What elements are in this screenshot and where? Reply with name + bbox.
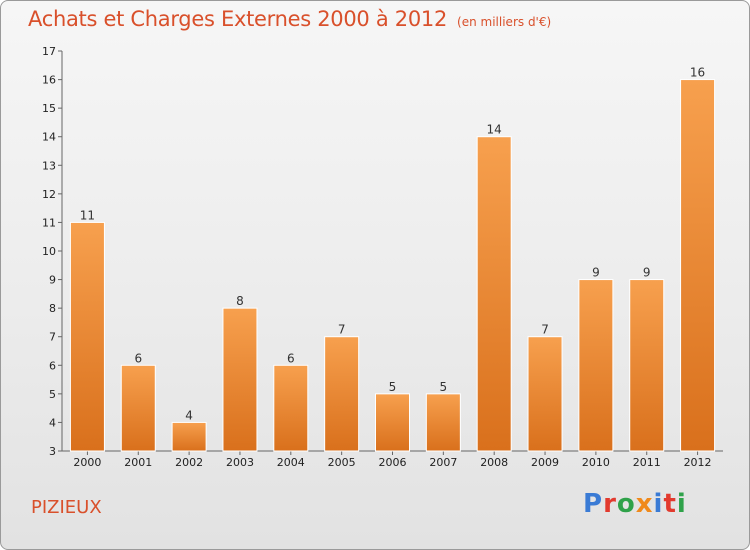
logo-letter: r xyxy=(603,489,617,519)
bar xyxy=(528,337,562,451)
y-tick-label: 15 xyxy=(42,102,56,115)
bar xyxy=(121,365,155,451)
bar xyxy=(477,137,511,451)
y-tick-label: 16 xyxy=(42,74,56,87)
bar-value-label: 5 xyxy=(440,380,448,394)
y-tick-label: 14 xyxy=(42,131,56,144)
y-tick-label: 4 xyxy=(49,416,56,429)
bar xyxy=(630,280,664,451)
logo-letter: t xyxy=(663,489,676,519)
x-tick-label: 2007 xyxy=(429,456,457,469)
x-tick-label: 2005 xyxy=(328,456,356,469)
y-tick-label: 7 xyxy=(49,331,56,344)
x-tick-label: 2011 xyxy=(633,456,661,469)
bar xyxy=(681,80,715,451)
bar xyxy=(274,365,308,451)
x-tick-label: 2000 xyxy=(73,456,101,469)
bar-value-label: 5 xyxy=(389,380,397,394)
x-tick-label: 2010 xyxy=(582,456,610,469)
y-tick-label: 10 xyxy=(42,245,56,258)
bar xyxy=(223,308,257,451)
bar xyxy=(70,222,104,451)
y-tick-label: 8 xyxy=(49,302,56,315)
y-tick-label: 13 xyxy=(42,159,56,172)
x-tick-label: 2002 xyxy=(175,456,203,469)
x-tick-label: 2012 xyxy=(684,456,712,469)
logo-letter: P xyxy=(583,489,603,519)
bar-value-label: 7 xyxy=(338,323,346,337)
proxiti-logo: Proxiti xyxy=(583,489,687,519)
x-tick-label: 2003 xyxy=(226,456,254,469)
bar-value-label: 9 xyxy=(643,266,651,280)
y-tick-label: 17 xyxy=(42,45,56,58)
bar-value-label: 8 xyxy=(236,294,244,308)
bar-value-label: 4 xyxy=(185,408,193,422)
bar-value-label: 9 xyxy=(592,266,600,280)
x-tick-label: 2008 xyxy=(480,456,508,469)
y-tick-label: 12 xyxy=(42,188,56,201)
bar-value-label: 14 xyxy=(487,123,502,137)
y-tick-label: 9 xyxy=(49,274,56,287)
logo-letter: x xyxy=(636,489,654,519)
x-tick-label: 2001 xyxy=(124,456,152,469)
x-tick-label: 2004 xyxy=(277,456,305,469)
bar-value-label: 6 xyxy=(134,351,142,365)
bar xyxy=(325,337,359,451)
bar-value-label: 16 xyxy=(690,66,705,80)
logo-letter: i xyxy=(677,489,687,519)
bar xyxy=(172,422,206,451)
bar xyxy=(426,394,460,451)
bar-value-label: 7 xyxy=(541,323,549,337)
place-name: PIZIEUX xyxy=(31,497,102,518)
y-tick-label: 6 xyxy=(49,359,56,372)
y-tick-label: 5 xyxy=(49,388,56,401)
x-tick-label: 2006 xyxy=(379,456,407,469)
bar-value-label: 11 xyxy=(80,208,95,222)
bar-value-label: 6 xyxy=(287,351,295,365)
y-tick-label: 11 xyxy=(42,216,56,229)
bar xyxy=(376,394,410,451)
y-tick-label: 3 xyxy=(49,445,56,458)
logo-letter: o xyxy=(617,489,636,519)
x-tick-label: 2009 xyxy=(531,456,559,469)
bar xyxy=(579,280,613,451)
logo-letter: i xyxy=(654,489,664,519)
